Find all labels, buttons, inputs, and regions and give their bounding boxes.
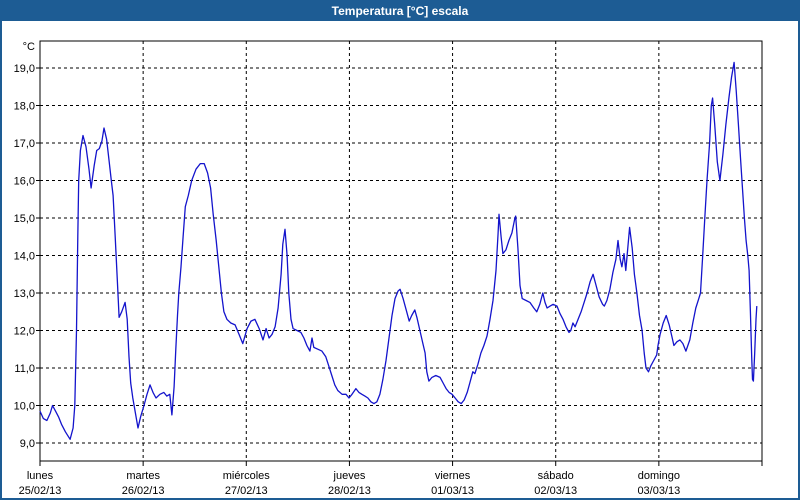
y-tick-label: 17,0 [14, 138, 35, 150]
x-day-name: lunes [27, 470, 54, 482]
x-day-date: 26/02/13 [122, 485, 165, 497]
x-day-name: sábado [538, 470, 574, 482]
temperature-chart: 19,0 18,0 17,0 16,0 15,0 14,0 13,0 12,0 11,0 10,0… [14, 40, 763, 497]
y-tick-label: 15,0 [14, 213, 35, 225]
y-tick-label: 10,0 [14, 401, 35, 413]
y-tick-label: 11,0 [14, 363, 35, 375]
temperature-line [39, 61, 758, 440]
y-tick-label: 14,0 [14, 251, 35, 263]
y-tick-label: 13,0 [14, 288, 35, 300]
window-title: Temperatura [°C] escala [331, 4, 469, 18]
y-tick-label: 12,0 [14, 326, 35, 338]
y-tick-label: 19,0 [14, 63, 35, 75]
plot-border [39, 40, 763, 462]
x-day-name: viernes [435, 470, 471, 482]
chart-area: 19,0 18,0 17,0 16,0 15,0 14,0 13,0 12,0 11,0 10,0… [2, 21, 798, 498]
y-axis-unit-label: °C [23, 41, 35, 53]
x-day-date: 28/02/13 [328, 485, 371, 497]
x-day-date: 03/03/13 [637, 485, 680, 497]
y-tick-label: 16,0 [14, 176, 35, 188]
x-day-date: 01/03/13 [431, 485, 474, 497]
title-bar: Temperatura [°C] escala [2, 2, 798, 21]
x-day-name: jueves [333, 470, 366, 482]
x-day-date: 27/02/13 [225, 485, 268, 497]
y-tick-label: 18,0 [14, 101, 35, 113]
x-day-name: miércoles [223, 470, 271, 482]
x-day-date: 02/03/13 [534, 485, 577, 497]
y-tick-label: 9,0 [20, 438, 35, 450]
x-day-name: domingo [638, 470, 680, 482]
x-day-date: 25/02/13 [19, 485, 62, 497]
x-day-name: martes [126, 470, 160, 482]
